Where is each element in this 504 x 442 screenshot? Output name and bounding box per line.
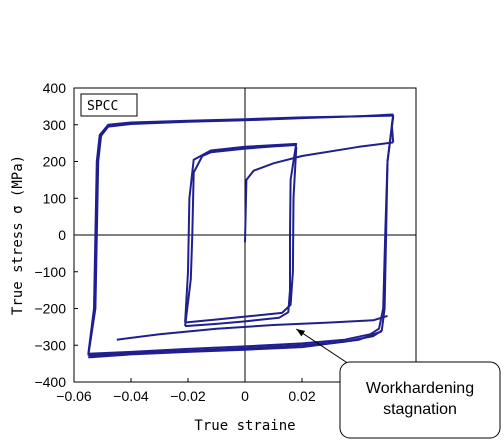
hysteresis-series bbox=[87, 113, 395, 359]
annotation-callout: Workhardening stagnation bbox=[296, 328, 501, 439]
y-tick-label: 100 bbox=[43, 190, 67, 206]
series-line-1 bbox=[244, 141, 394, 243]
y-tick-label: −300 bbox=[34, 337, 66, 353]
annotation-box bbox=[339, 361, 501, 439]
legend-badge-label: SPCC bbox=[87, 99, 118, 114]
annotation-arrowhead bbox=[296, 329, 306, 337]
y-tick-label: 400 bbox=[43, 80, 67, 96]
series-line-2 bbox=[185, 142, 298, 328]
series-line-9 bbox=[88, 114, 395, 355]
y-tick-label: 300 bbox=[43, 117, 67, 133]
x-tick-label: 0.02 bbox=[288, 388, 315, 404]
legend-badge: SPCC bbox=[80, 93, 138, 117]
annotation-line-1: Workhardening bbox=[366, 380, 474, 397]
series-line-7 bbox=[88, 116, 395, 357]
y-tick-label: −100 bbox=[34, 264, 66, 280]
y-axis-title: True stress σ (MPa) bbox=[10, 155, 26, 315]
y-tick-label: −400 bbox=[34, 374, 66, 390]
x-axis-title: True straine bbox=[194, 418, 295, 434]
series-line-5 bbox=[184, 142, 297, 323]
series-line-4 bbox=[185, 146, 298, 324]
x-tick-label: 0 bbox=[241, 388, 249, 404]
annotation-leader-line bbox=[296, 328, 353, 367]
x-tick-label: −0.06 bbox=[56, 388, 92, 404]
x-tick-label: −0.04 bbox=[113, 388, 149, 404]
annotation-line-2: stagnation bbox=[383, 401, 457, 418]
series-line-3 bbox=[184, 144, 297, 327]
y-tick-label: 200 bbox=[43, 154, 67, 170]
series-line-11 bbox=[88, 330, 383, 359]
axis-ticks: −0.06 −0.04 −0.02 0 0.02 −400 −300 −200 −100 0 100… bbox=[34, 80, 315, 404]
x-tick-label: −0.02 bbox=[170, 388, 206, 404]
y-tick-label: −200 bbox=[34, 301, 66, 317]
series-line-12 bbox=[116, 314, 388, 341]
y-tick-label: 0 bbox=[58, 227, 66, 243]
series-line-10 bbox=[87, 114, 394, 354]
